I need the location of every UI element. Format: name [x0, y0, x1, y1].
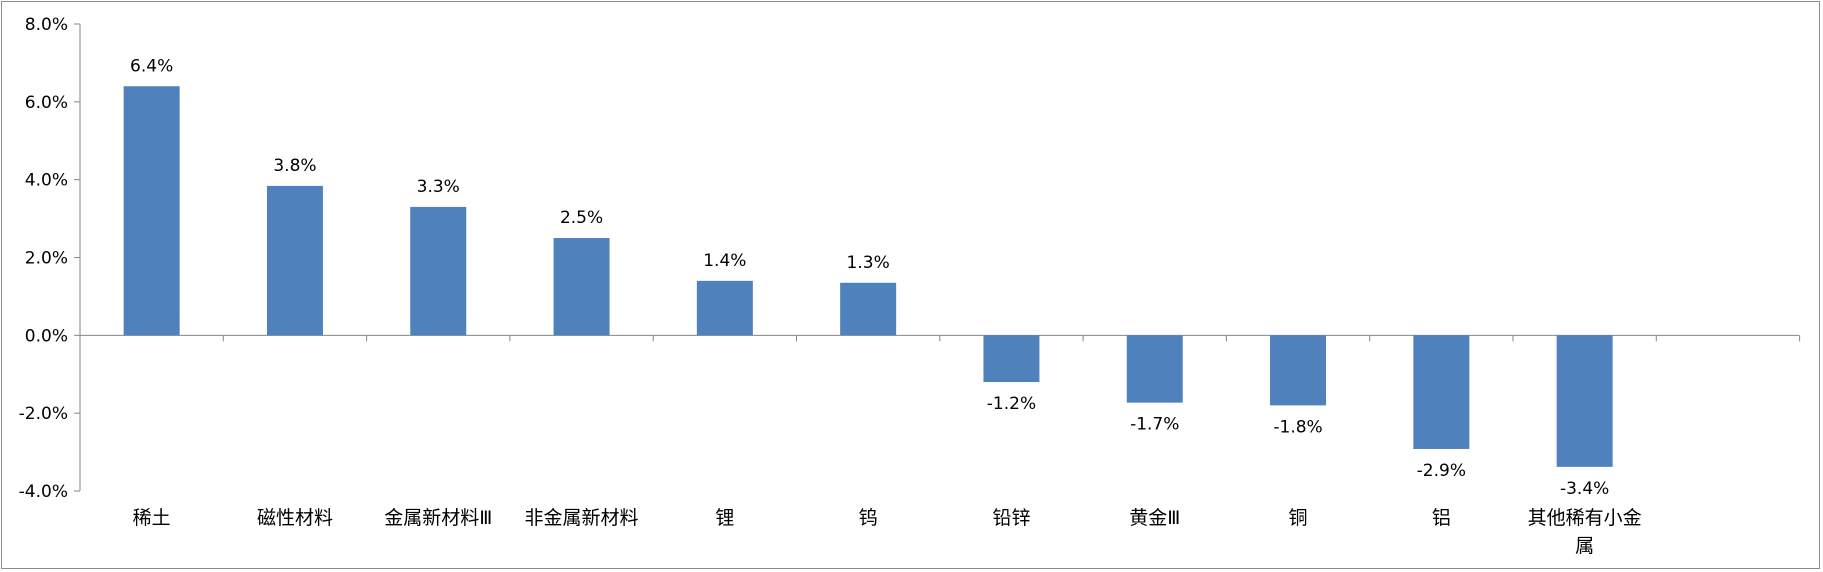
- bar: [553, 238, 610, 336]
- y-tick-label: 4.0%: [25, 171, 68, 191]
- data-label: -1.8%: [1273, 417, 1322, 437]
- data-label: -1.2%: [987, 394, 1036, 414]
- data-label: 3.3%: [417, 177, 460, 197]
- bar: [1126, 335, 1183, 403]
- bars: [123, 86, 1613, 467]
- bar: [840, 282, 897, 336]
- labels: 8.0% 6.0% 4.0% 2.0% 0.0% -2.0% -4.0% 6.4% 稀土 3.8%…: [19, 15, 1642, 557]
- y-tick-label: -4.0%: [19, 482, 68, 502]
- data-label: 6.4%: [130, 56, 173, 76]
- bar: [1556, 335, 1613, 467]
- category-label: 金属新材料Ⅲ: [384, 507, 492, 529]
- bar: [266, 185, 323, 336]
- category-label: 锂: [715, 507, 734, 529]
- y-tick-label: 8.0%: [25, 15, 68, 35]
- category-label: 稀土: [133, 507, 171, 529]
- bar: [983, 335, 1040, 383]
- bar: [123, 86, 180, 336]
- data-label: 2.5%: [560, 208, 603, 228]
- category-label: 属: [1575, 535, 1594, 557]
- y-tick-label: 2.0%: [25, 249, 68, 269]
- bar: [410, 206, 467, 336]
- category-label: 非金属新材料: [525, 507, 639, 529]
- category-label: 铜: [1289, 507, 1308, 529]
- y-tick-label: 0.0%: [25, 326, 68, 346]
- y-tick-label: 6.0%: [25, 93, 68, 113]
- data-label: 1.4%: [703, 251, 746, 271]
- y-tick-label: -2.0%: [19, 404, 68, 424]
- category-label: 铝: [1432, 507, 1451, 529]
- data-label: 1.3%: [847, 253, 890, 273]
- data-label: 3.8%: [273, 156, 316, 176]
- data-label: -3.4%: [1560, 479, 1609, 499]
- bar: [696, 280, 753, 336]
- category-label: 磁性材料: [257, 507, 333, 529]
- bar: [1413, 335, 1470, 449]
- category-label: 黄金Ⅲ: [1129, 507, 1180, 529]
- category-label: 铅锌: [992, 507, 1030, 529]
- category-label: 其他稀有小金: [1528, 507, 1642, 529]
- category-label: 钨: [859, 507, 878, 529]
- data-label: -2.9%: [1417, 461, 1466, 481]
- axes: [74, 23, 1801, 492]
- bar: [1270, 335, 1327, 406]
- data-label: -1.7%: [1130, 415, 1179, 435]
